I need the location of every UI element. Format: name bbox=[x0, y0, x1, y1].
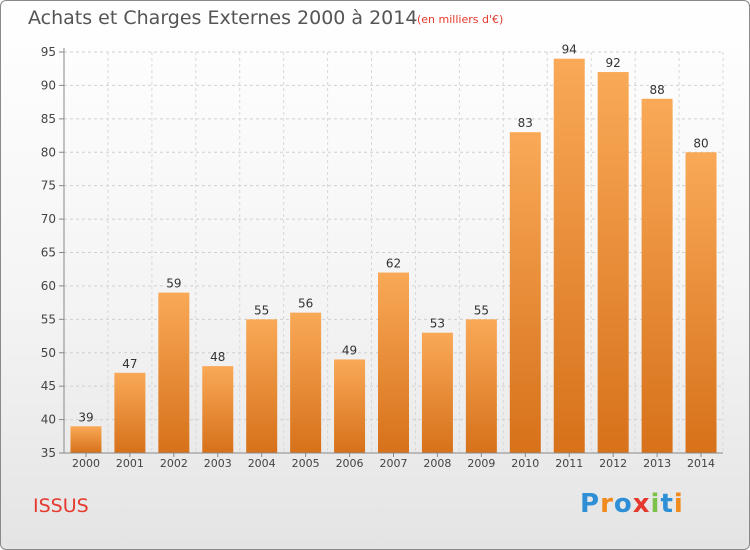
bar bbox=[158, 292, 190, 453]
logo-letter: t bbox=[660, 489, 674, 519]
bar-value-label: 47 bbox=[122, 357, 137, 371]
y-tick-label: 70 bbox=[41, 212, 56, 226]
bar-value-label: 92 bbox=[606, 56, 621, 70]
logo-letter: x bbox=[632, 489, 651, 519]
logo-letter: P bbox=[580, 489, 601, 519]
place-name: ISSUS bbox=[33, 495, 89, 517]
x-tick-label: 2011 bbox=[555, 457, 583, 470]
bar-value-label: 83 bbox=[518, 116, 533, 130]
y-tick-label: 55 bbox=[41, 312, 56, 326]
y-tick-label: 50 bbox=[41, 346, 56, 360]
bar bbox=[685, 152, 717, 453]
x-tick-label: 2006 bbox=[336, 457, 364, 470]
bar-value-label: 48 bbox=[210, 350, 225, 364]
x-tick-label: 2010 bbox=[511, 457, 539, 470]
chart-subtitle: (en milliers d'€) bbox=[417, 13, 504, 26]
bar bbox=[465, 319, 497, 453]
x-tick-label: 2004 bbox=[248, 457, 276, 470]
y-tick-label: 90 bbox=[41, 78, 56, 92]
x-tick-label: 2013 bbox=[643, 457, 671, 470]
bar bbox=[246, 319, 278, 453]
x-tick-label: 2001 bbox=[116, 457, 144, 470]
x-tick-label: 2000 bbox=[72, 457, 100, 470]
y-tick-label: 40 bbox=[41, 413, 56, 427]
bar bbox=[509, 132, 541, 453]
bar-value-label: 39 bbox=[78, 410, 93, 424]
logo-letter: o bbox=[613, 489, 633, 519]
y-tick-label: 75 bbox=[41, 179, 56, 193]
bar-value-label: 55 bbox=[254, 303, 269, 317]
x-tick-label: 2002 bbox=[160, 457, 188, 470]
y-tick-label: 35 bbox=[41, 446, 56, 460]
bar bbox=[421, 332, 453, 453]
y-tick-label: 85 bbox=[41, 112, 56, 126]
bar bbox=[114, 372, 146, 453]
bar bbox=[378, 272, 409, 453]
chart-title: Achats et Charges Externes 2000 à 2014 bbox=[28, 7, 418, 29]
bar bbox=[334, 359, 366, 453]
bar-value-label: 59 bbox=[166, 277, 181, 291]
x-tick-label: 2007 bbox=[380, 457, 408, 470]
y-tick-label: 60 bbox=[41, 279, 56, 293]
proxiti-logo: Proxiti bbox=[580, 489, 684, 519]
bar bbox=[553, 58, 585, 453]
bar-value-label: 49 bbox=[342, 343, 357, 357]
bar-value-label: 53 bbox=[430, 317, 445, 331]
y-tick-label: 95 bbox=[41, 45, 56, 59]
x-tick-label: 2003 bbox=[204, 457, 232, 470]
x-tick-label: 2009 bbox=[467, 457, 495, 470]
bar-value-label: 62 bbox=[386, 257, 401, 271]
logo-letter: r bbox=[600, 489, 614, 519]
bar bbox=[202, 366, 234, 453]
x-tick-label: 2012 bbox=[599, 457, 627, 470]
bar bbox=[597, 72, 629, 454]
bar-value-label: 94 bbox=[562, 43, 577, 57]
bar bbox=[641, 98, 673, 454]
y-tick-label: 45 bbox=[41, 379, 56, 393]
bar-value-label: 56 bbox=[298, 297, 313, 311]
bar-value-label: 80 bbox=[693, 136, 708, 150]
y-tick-label: 80 bbox=[41, 145, 56, 159]
x-tick-label: 2014 bbox=[687, 457, 715, 470]
bar bbox=[290, 312, 322, 453]
x-tick-label: 2005 bbox=[292, 457, 320, 470]
logo-letter: i bbox=[650, 489, 661, 519]
logo-letter: i bbox=[673, 489, 684, 519]
bar-value-label: 88 bbox=[649, 83, 664, 97]
x-tick-label: 2008 bbox=[423, 457, 451, 470]
bar bbox=[70, 426, 102, 453]
bar-value-label: 55 bbox=[474, 303, 489, 317]
y-tick-label: 65 bbox=[41, 246, 56, 260]
